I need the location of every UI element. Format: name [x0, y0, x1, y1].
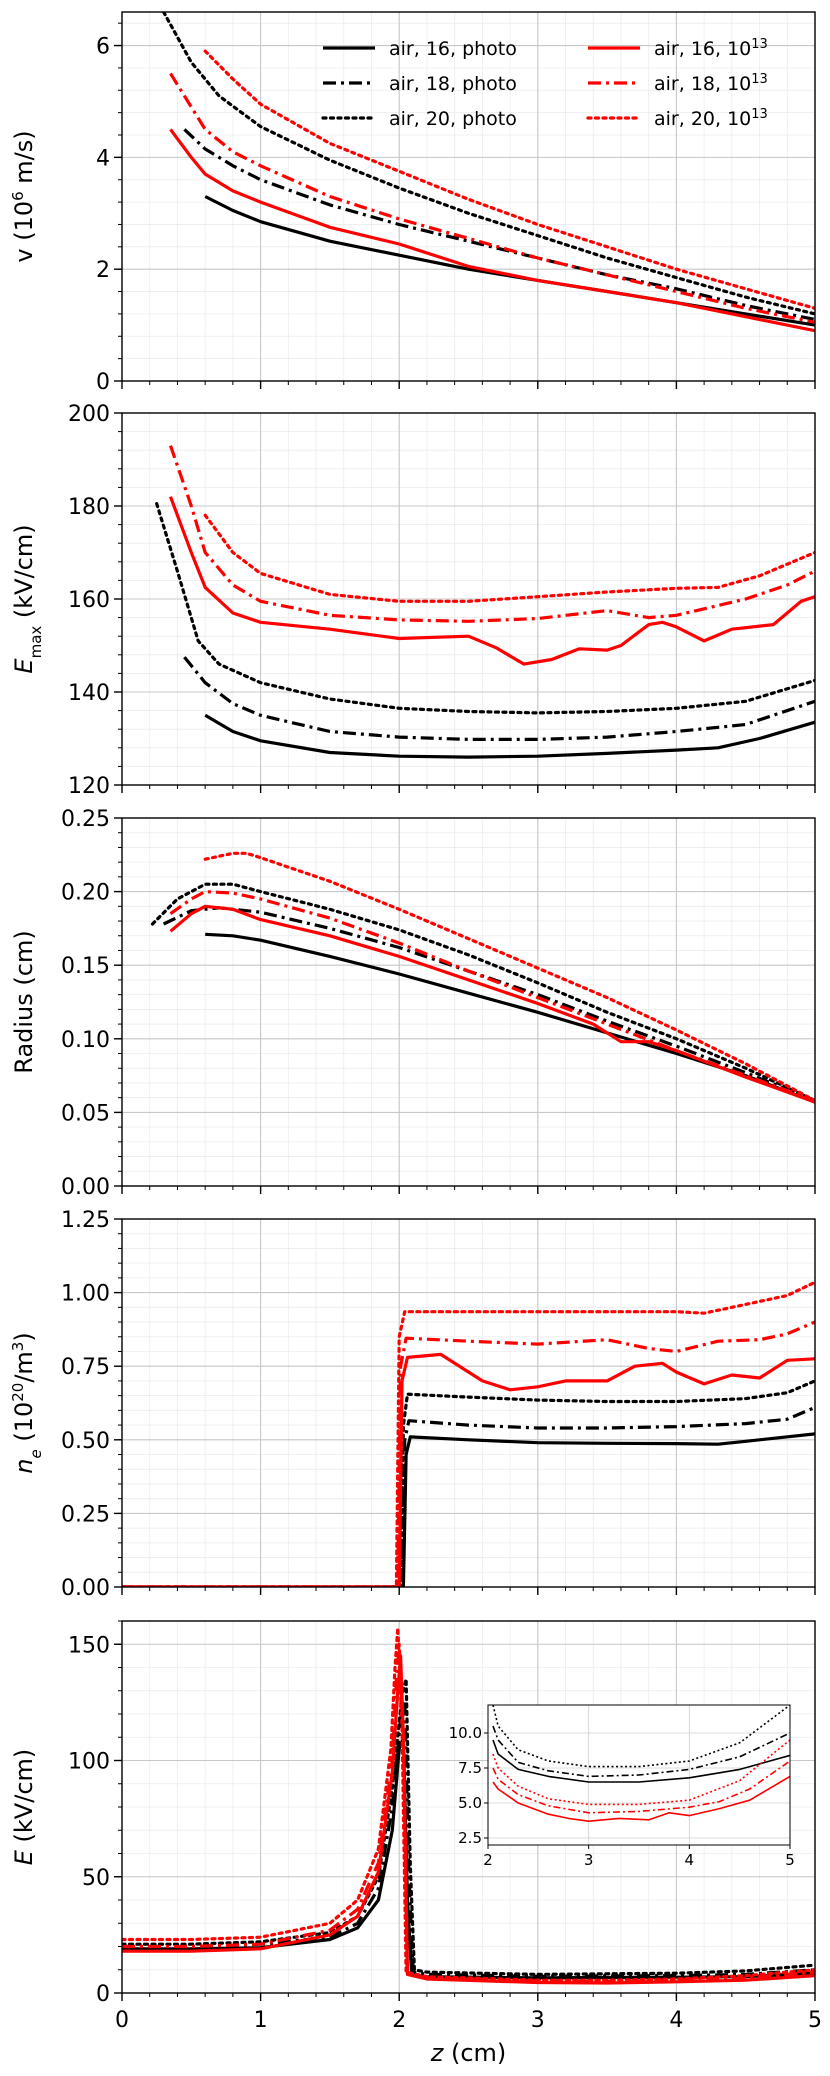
series-line-1	[183, 128, 815, 322]
inset-y-tick-label: 7.5	[458, 1759, 482, 1777]
y-tick-label: 0.10	[61, 1028, 110, 1053]
y-tick-label: 180	[68, 495, 110, 520]
y-tick-label: 200	[68, 402, 110, 427]
x-tick-label: 5	[808, 2008, 822, 2033]
series-line-1	[122, 1405, 815, 1587]
series-line-5	[203, 49, 815, 310]
x-tick-label: 2	[392, 2008, 406, 2033]
y-tick-label: 100	[68, 1750, 110, 1775]
y-tick-label: 0	[96, 1982, 110, 2007]
y-tick-label: 4	[96, 146, 110, 171]
x-tick-label: 3	[531, 2008, 545, 2033]
y-tick-label: 160	[68, 588, 110, 613]
panel-3: 0.00 0.25 0.50 0.75 1.00 1.25 ne (1020/m3)	[9, 1208, 816, 1601]
axes-frame	[121, 11, 816, 382]
panel-2: 0.00 0.05 0.10 0.15 0.20 0.25 Radius (cm)	[10, 807, 816, 1200]
inset-x-tick-label: 2	[483, 1851, 493, 1869]
series-group	[155, 445, 815, 759]
series-line-2	[150, 882, 815, 1103]
y-tick-label: 0	[96, 370, 110, 395]
y-tick-label: 50	[82, 1866, 110, 1891]
y-tick-label: 120	[68, 774, 110, 799]
inset-x-tick-label: 5	[785, 1851, 795, 1869]
inset-y-tick-label: 2.5	[458, 1829, 482, 1847]
inset-series-line-5	[492, 1739, 790, 1806]
y-axis-label: ne (1020/m3)	[9, 1332, 45, 1473]
y-axis-label: Emax (kV/cm)	[10, 524, 45, 673]
series-line-4	[169, 889, 815, 1103]
series-line-1	[162, 906, 815, 1103]
y-tick-label: 140	[68, 681, 110, 706]
series-group	[122, 1280, 815, 1587]
series-line-5	[203, 851, 815, 1103]
series-line-3	[122, 1352, 815, 1587]
legend-label-3: air, 16, 1013	[654, 37, 768, 61]
y-tick-label: 0.00	[61, 1576, 110, 1601]
y-axis-label: E (kV/cm)	[10, 1749, 38, 1866]
axes-frame	[121, 817, 816, 1187]
legend-label-4: air, 18, 1013	[654, 72, 768, 96]
series-line-4	[122, 1320, 815, 1587]
x-tick-label: 0	[115, 2008, 129, 2033]
legend-label-2: air, 20, photo	[389, 108, 517, 130]
inset-frame	[487, 1704, 791, 1846]
inset-series-line-2	[492, 1705, 790, 1768]
y-tick-label: 1.00	[61, 1282, 110, 1307]
x-tick-label: 1	[254, 2008, 268, 2033]
series-group	[150, 851, 815, 1104]
inset-series-line-0	[492, 1739, 790, 1783]
panel-0: 0 2 4 6 v (106 m/s)	[9, 11, 816, 395]
inset-series-line-3	[492, 1775, 790, 1822]
y-tick-label: 0.25	[61, 807, 110, 832]
y-tick-label: 0.15	[61, 954, 110, 979]
legend-label-5: air, 20, 1013	[654, 107, 768, 131]
axes-frame	[121, 1218, 816, 1588]
y-tick-label: 0.20	[61, 881, 110, 906]
series-line-3	[169, 496, 815, 666]
series-line-5	[203, 513, 815, 603]
legend-label-1: air, 18, photo	[389, 73, 517, 95]
y-tick-label: 2	[96, 258, 110, 283]
series-line-2	[155, 502, 815, 715]
inset: 2.5 5.0 7.5 10.0 2 3 4 5	[449, 1704, 795, 1869]
series-line-3	[169, 128, 815, 333]
series-line-2	[122, 1379, 815, 1587]
y-tick-label: 0.05	[61, 1101, 110, 1126]
series-line-0	[122, 1432, 815, 1587]
y-tick-label: 0.00	[61, 1175, 110, 1200]
series-line-2	[162, 12, 815, 316]
y-tick-label: 0.25	[61, 1502, 110, 1527]
series-line-5	[122, 1280, 815, 1587]
inset-series-group	[492, 1705, 790, 1822]
y-axis-label: v (106 m/s)	[9, 130, 38, 262]
series-group	[162, 12, 815, 333]
y-tick-label: 1.25	[61, 1208, 110, 1233]
inset-series-line-4	[492, 1760, 790, 1814]
x-axis-label: z (cm)	[430, 2039, 507, 2067]
y-tick-label: 6	[96, 35, 110, 60]
inset-y-tick-label: 10.0	[449, 1724, 482, 1742]
series-line-0	[204, 713, 815, 759]
x-tick-label: 4	[669, 2008, 683, 2033]
y-axis-label: Radius (cm)	[10, 930, 38, 1073]
y-tick-label: 150	[68, 1633, 110, 1658]
inset-x-tick-label: 4	[685, 1851, 695, 1869]
y-tick-label: 0.75	[61, 1355, 110, 1380]
series-line-5	[122, 1626, 815, 1982]
inset-x-tick-label: 3	[584, 1851, 594, 1869]
legend-label-0: air, 16, photo	[389, 38, 517, 60]
panel-1: 120 140 160 180 200 Emax (kV/cm)	[10, 402, 816, 799]
inset-y-tick-label: 5.0	[458, 1794, 482, 1812]
series-line-1	[183, 656, 815, 742]
series-line-2	[122, 1677, 815, 1977]
series-group	[122, 1626, 815, 1985]
series-line-4	[168, 445, 815, 623]
y-tick-label: 0.50	[61, 1429, 110, 1454]
legend: air, 16, photo air, 18, photo air, 20, pho…	[321, 37, 768, 131]
